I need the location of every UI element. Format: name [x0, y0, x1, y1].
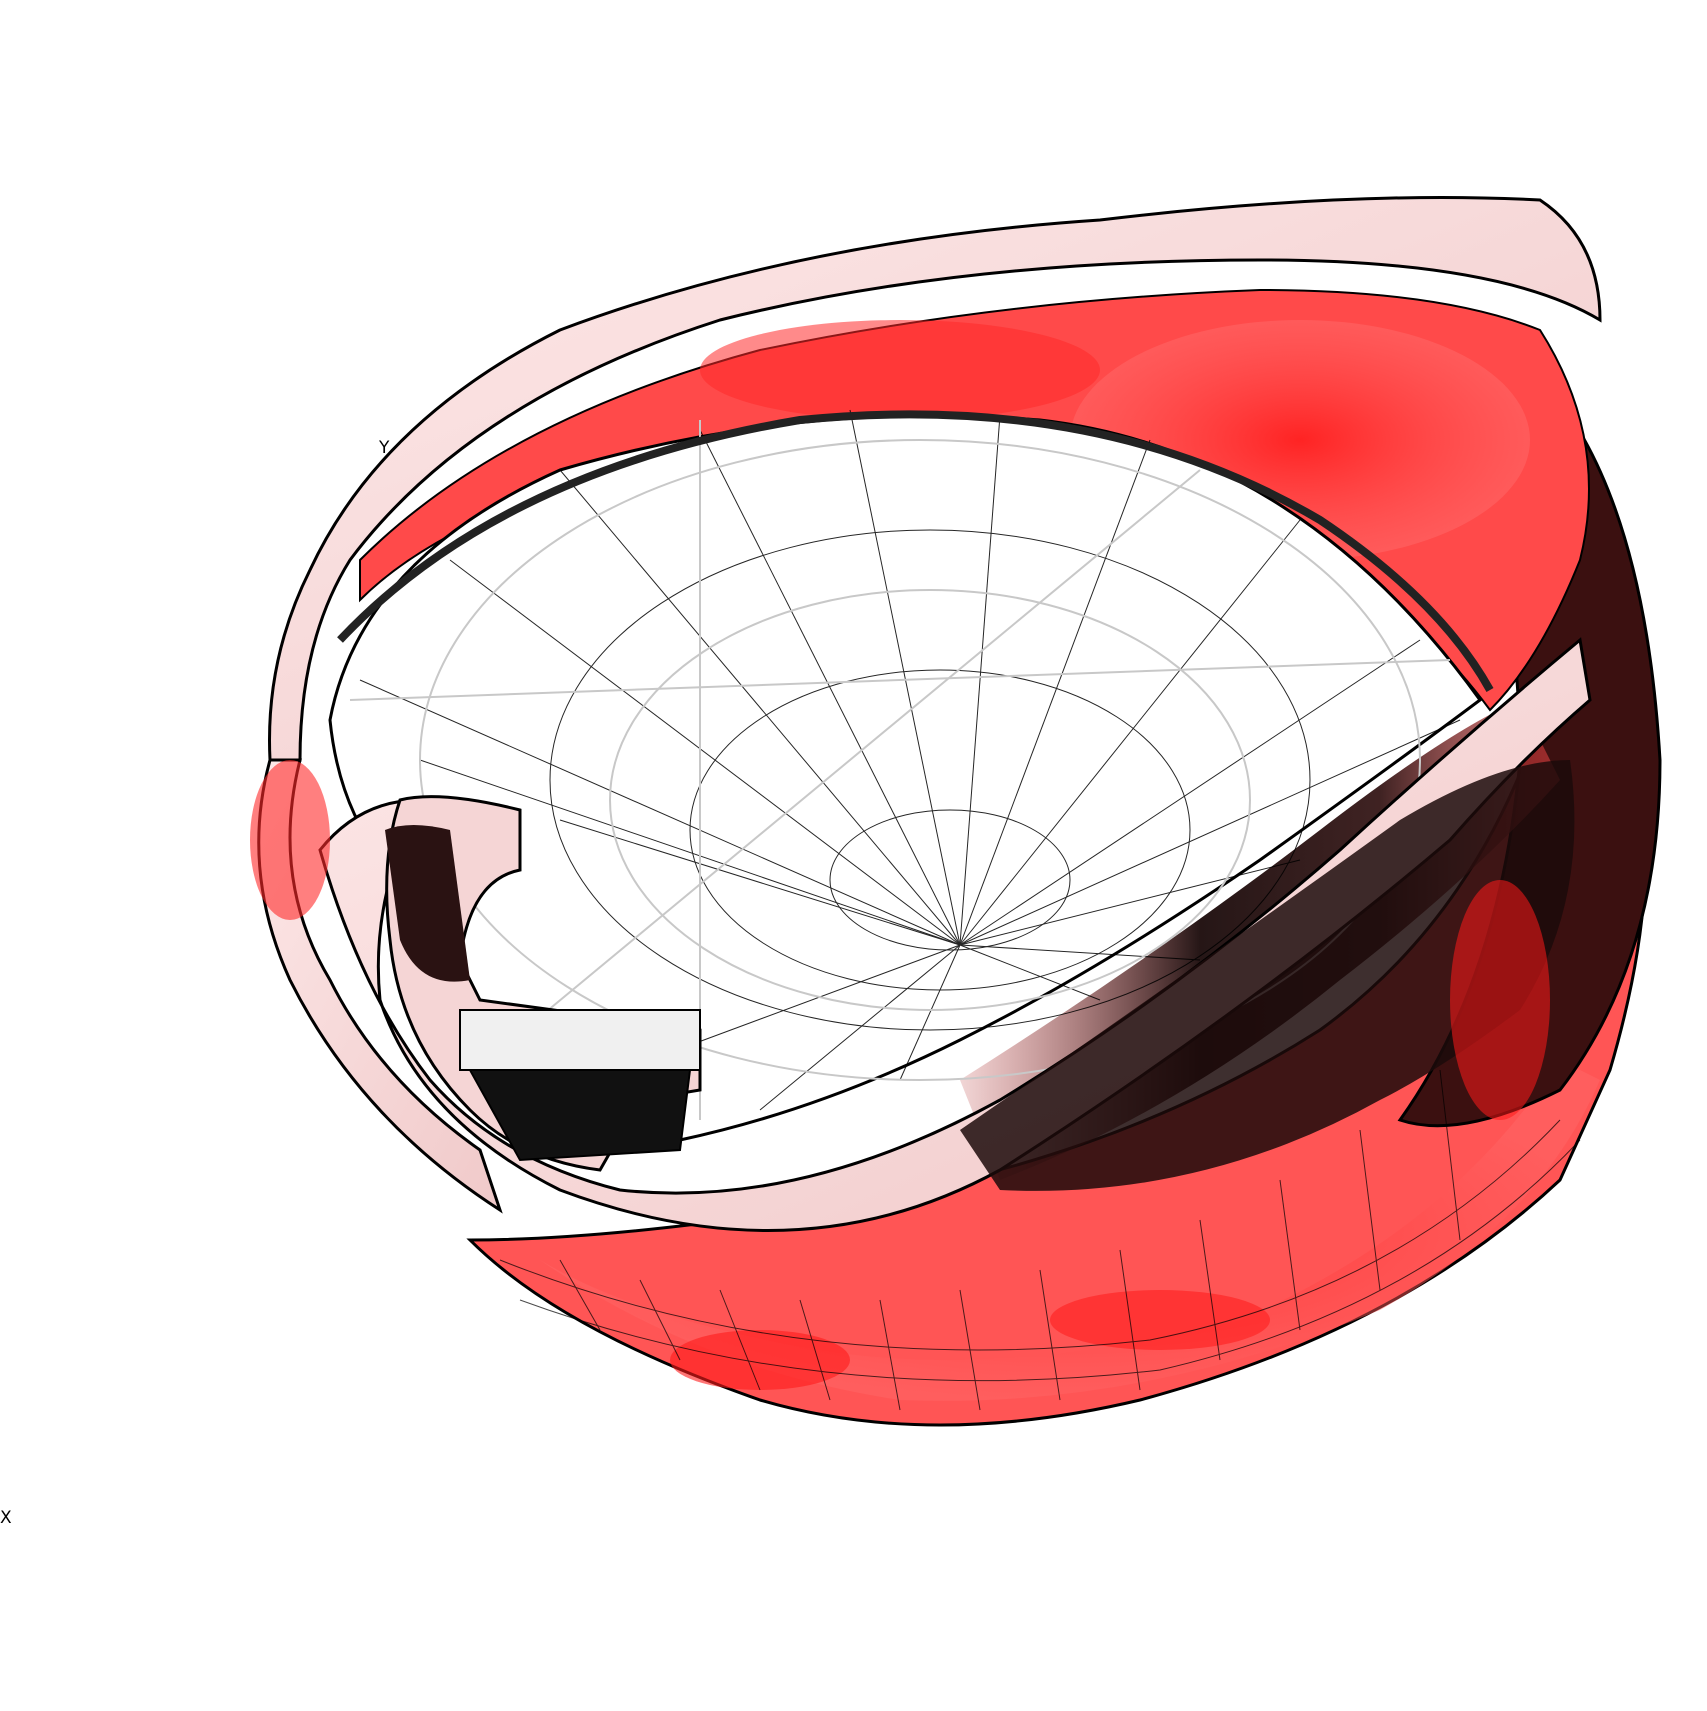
front-rim	[318, 637, 1592, 1232]
y-axis-label: Y	[379, 438, 390, 458]
floor-mesh-lines	[359, 409, 1461, 1111]
x-axis-label: X	[0, 1508, 12, 1528]
outer-rim	[268, 196, 1602, 762]
